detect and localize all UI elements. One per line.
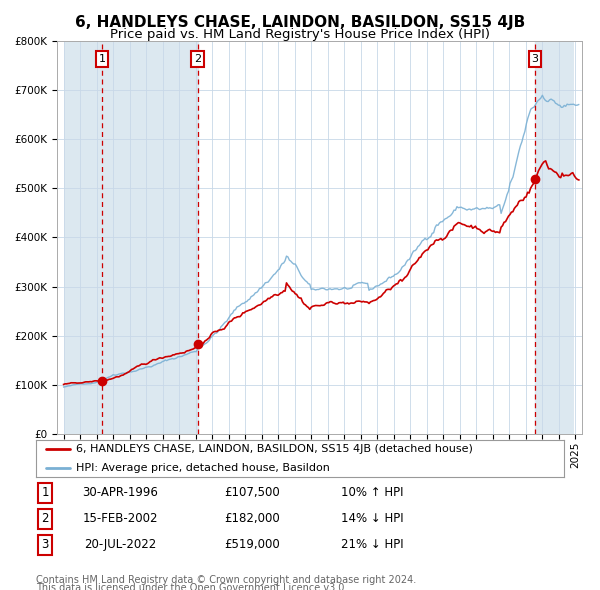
Bar — [535, 41, 582, 434]
Text: 1: 1 — [98, 54, 106, 64]
Text: 3: 3 — [41, 538, 49, 551]
Bar — [57, 41, 197, 434]
Bar — [57, 41, 64, 434]
Text: 20-JUL-2022: 20-JUL-2022 — [84, 538, 156, 551]
Text: 14% ↓ HPI: 14% ↓ HPI — [341, 512, 403, 525]
Text: Contains HM Land Registry data © Crown copyright and database right 2024.: Contains HM Land Registry data © Crown c… — [36, 575, 416, 585]
Text: 6, HANDLEYS CHASE, LAINDON, BASILDON, SS15 4JB: 6, HANDLEYS CHASE, LAINDON, BASILDON, SS… — [75, 15, 525, 30]
Text: 30-APR-1996: 30-APR-1996 — [82, 486, 158, 499]
Text: HPI: Average price, detached house, Basildon: HPI: Average price, detached house, Basi… — [76, 463, 329, 473]
Text: 1: 1 — [41, 486, 49, 499]
Text: £107,500: £107,500 — [224, 486, 280, 499]
Text: Price paid vs. HM Land Registry's House Price Index (HPI): Price paid vs. HM Land Registry's House … — [110, 28, 490, 41]
Text: £182,000: £182,000 — [224, 512, 280, 525]
Bar — [574, 41, 582, 434]
Text: 6, HANDLEYS CHASE, LAINDON, BASILDON, SS15 4JB (detached house): 6, HANDLEYS CHASE, LAINDON, BASILDON, SS… — [76, 444, 472, 454]
Text: 15-FEB-2002: 15-FEB-2002 — [82, 512, 158, 525]
Text: 2: 2 — [41, 512, 49, 525]
Text: 2: 2 — [194, 54, 201, 64]
Text: 21% ↓ HPI: 21% ↓ HPI — [341, 538, 403, 551]
Text: This data is licensed under the Open Government Licence v3.0.: This data is licensed under the Open Gov… — [36, 583, 347, 590]
Text: £519,000: £519,000 — [224, 538, 280, 551]
Text: 3: 3 — [532, 54, 538, 64]
Text: 10% ↑ HPI: 10% ↑ HPI — [341, 486, 403, 499]
